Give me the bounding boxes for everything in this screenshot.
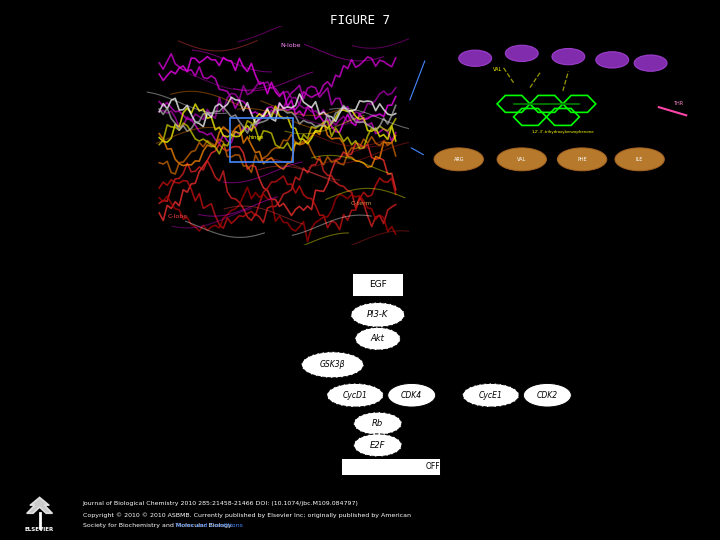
Ellipse shape (302, 352, 364, 378)
Bar (341, 458, 440, 475)
Text: CDK4: CDK4 (401, 391, 422, 400)
Text: 7,3',4'-THIF: 7,3',4'-THIF (460, 344, 503, 353)
Text: Cell transformation: Cell transformation (374, 477, 472, 487)
FancyBboxPatch shape (352, 273, 403, 296)
Text: THR: THR (673, 102, 683, 106)
Text: OFF: OFF (426, 462, 441, 471)
Ellipse shape (497, 148, 546, 171)
Text: CycD1: CycD1 (343, 391, 368, 400)
Text: EGF: EGF (369, 280, 387, 289)
Text: GSK3β: GSK3β (320, 360, 346, 369)
Ellipse shape (552, 49, 585, 65)
Text: C-lobe: C-lobe (168, 214, 188, 219)
Text: ELSEVIER: ELSEVIER (25, 528, 54, 532)
Ellipse shape (434, 148, 483, 171)
Ellipse shape (615, 148, 665, 171)
Text: C-term: C-term (351, 201, 372, 206)
Text: N-lobe: N-lobe (280, 43, 301, 48)
Ellipse shape (557, 148, 607, 171)
Ellipse shape (355, 327, 400, 350)
Text: G1 phase: G1 phase (239, 462, 287, 471)
Text: hinge: hinge (248, 135, 264, 140)
Ellipse shape (354, 412, 402, 435)
Ellipse shape (505, 45, 539, 62)
Ellipse shape (459, 50, 492, 66)
Ellipse shape (327, 383, 384, 407)
Text: Rb: Rb (372, 419, 384, 428)
Text: PI3-K: PI3-K (367, 310, 389, 319)
Ellipse shape (354, 434, 402, 457)
Ellipse shape (634, 55, 667, 71)
Text: A: A (146, 18, 156, 31)
Bar (230, 118, 293, 162)
Ellipse shape (462, 383, 519, 407)
Polygon shape (27, 497, 53, 514)
Text: ILE: ILE (636, 157, 644, 162)
Text: Akt: Akt (371, 334, 384, 343)
Text: CycE1: CycE1 (479, 391, 503, 400)
Text: 7,3',4'-THIF: 7,3',4'-THIF (480, 310, 522, 319)
Ellipse shape (595, 52, 629, 68)
Text: S phase: S phase (567, 462, 607, 471)
Text: Copyright © 2010 © 2010 ASBMB. Currently published by Elsevier Inc; originally p: Copyright © 2010 © 2010 ASBMB. Currently… (83, 512, 411, 517)
Bar (426, 26, 700, 188)
Ellipse shape (523, 383, 572, 407)
Text: PHE: PHE (577, 157, 587, 162)
Text: FIGURE 7: FIGURE 7 (330, 14, 390, 26)
Text: B: B (146, 260, 156, 273)
Text: Journal of Biological Chemistry 2010 285:21458-21466 DOI: (10.1074/jbc.M109.0847: Journal of Biological Chemistry 2010 285… (83, 501, 359, 506)
Ellipse shape (387, 383, 436, 407)
Text: 1,2',3'-trihydroxybenzophenone: 1,2',3'-trihydroxybenzophenone (531, 130, 594, 133)
Text: Society for Biochemistry and Molecular Biology.: Society for Biochemistry and Molecular B… (83, 523, 235, 528)
Ellipse shape (351, 302, 405, 327)
Text: VAL: VAL (492, 67, 502, 72)
Text: ARG: ARG (454, 157, 464, 162)
Bar (146, 26, 409, 245)
Text: CDK2: CDK2 (537, 391, 558, 400)
Text: Terms and Conditions: Terms and Conditions (175, 523, 243, 528)
Text: E2F: E2F (370, 441, 385, 450)
Text: VAL: VAL (517, 157, 526, 162)
